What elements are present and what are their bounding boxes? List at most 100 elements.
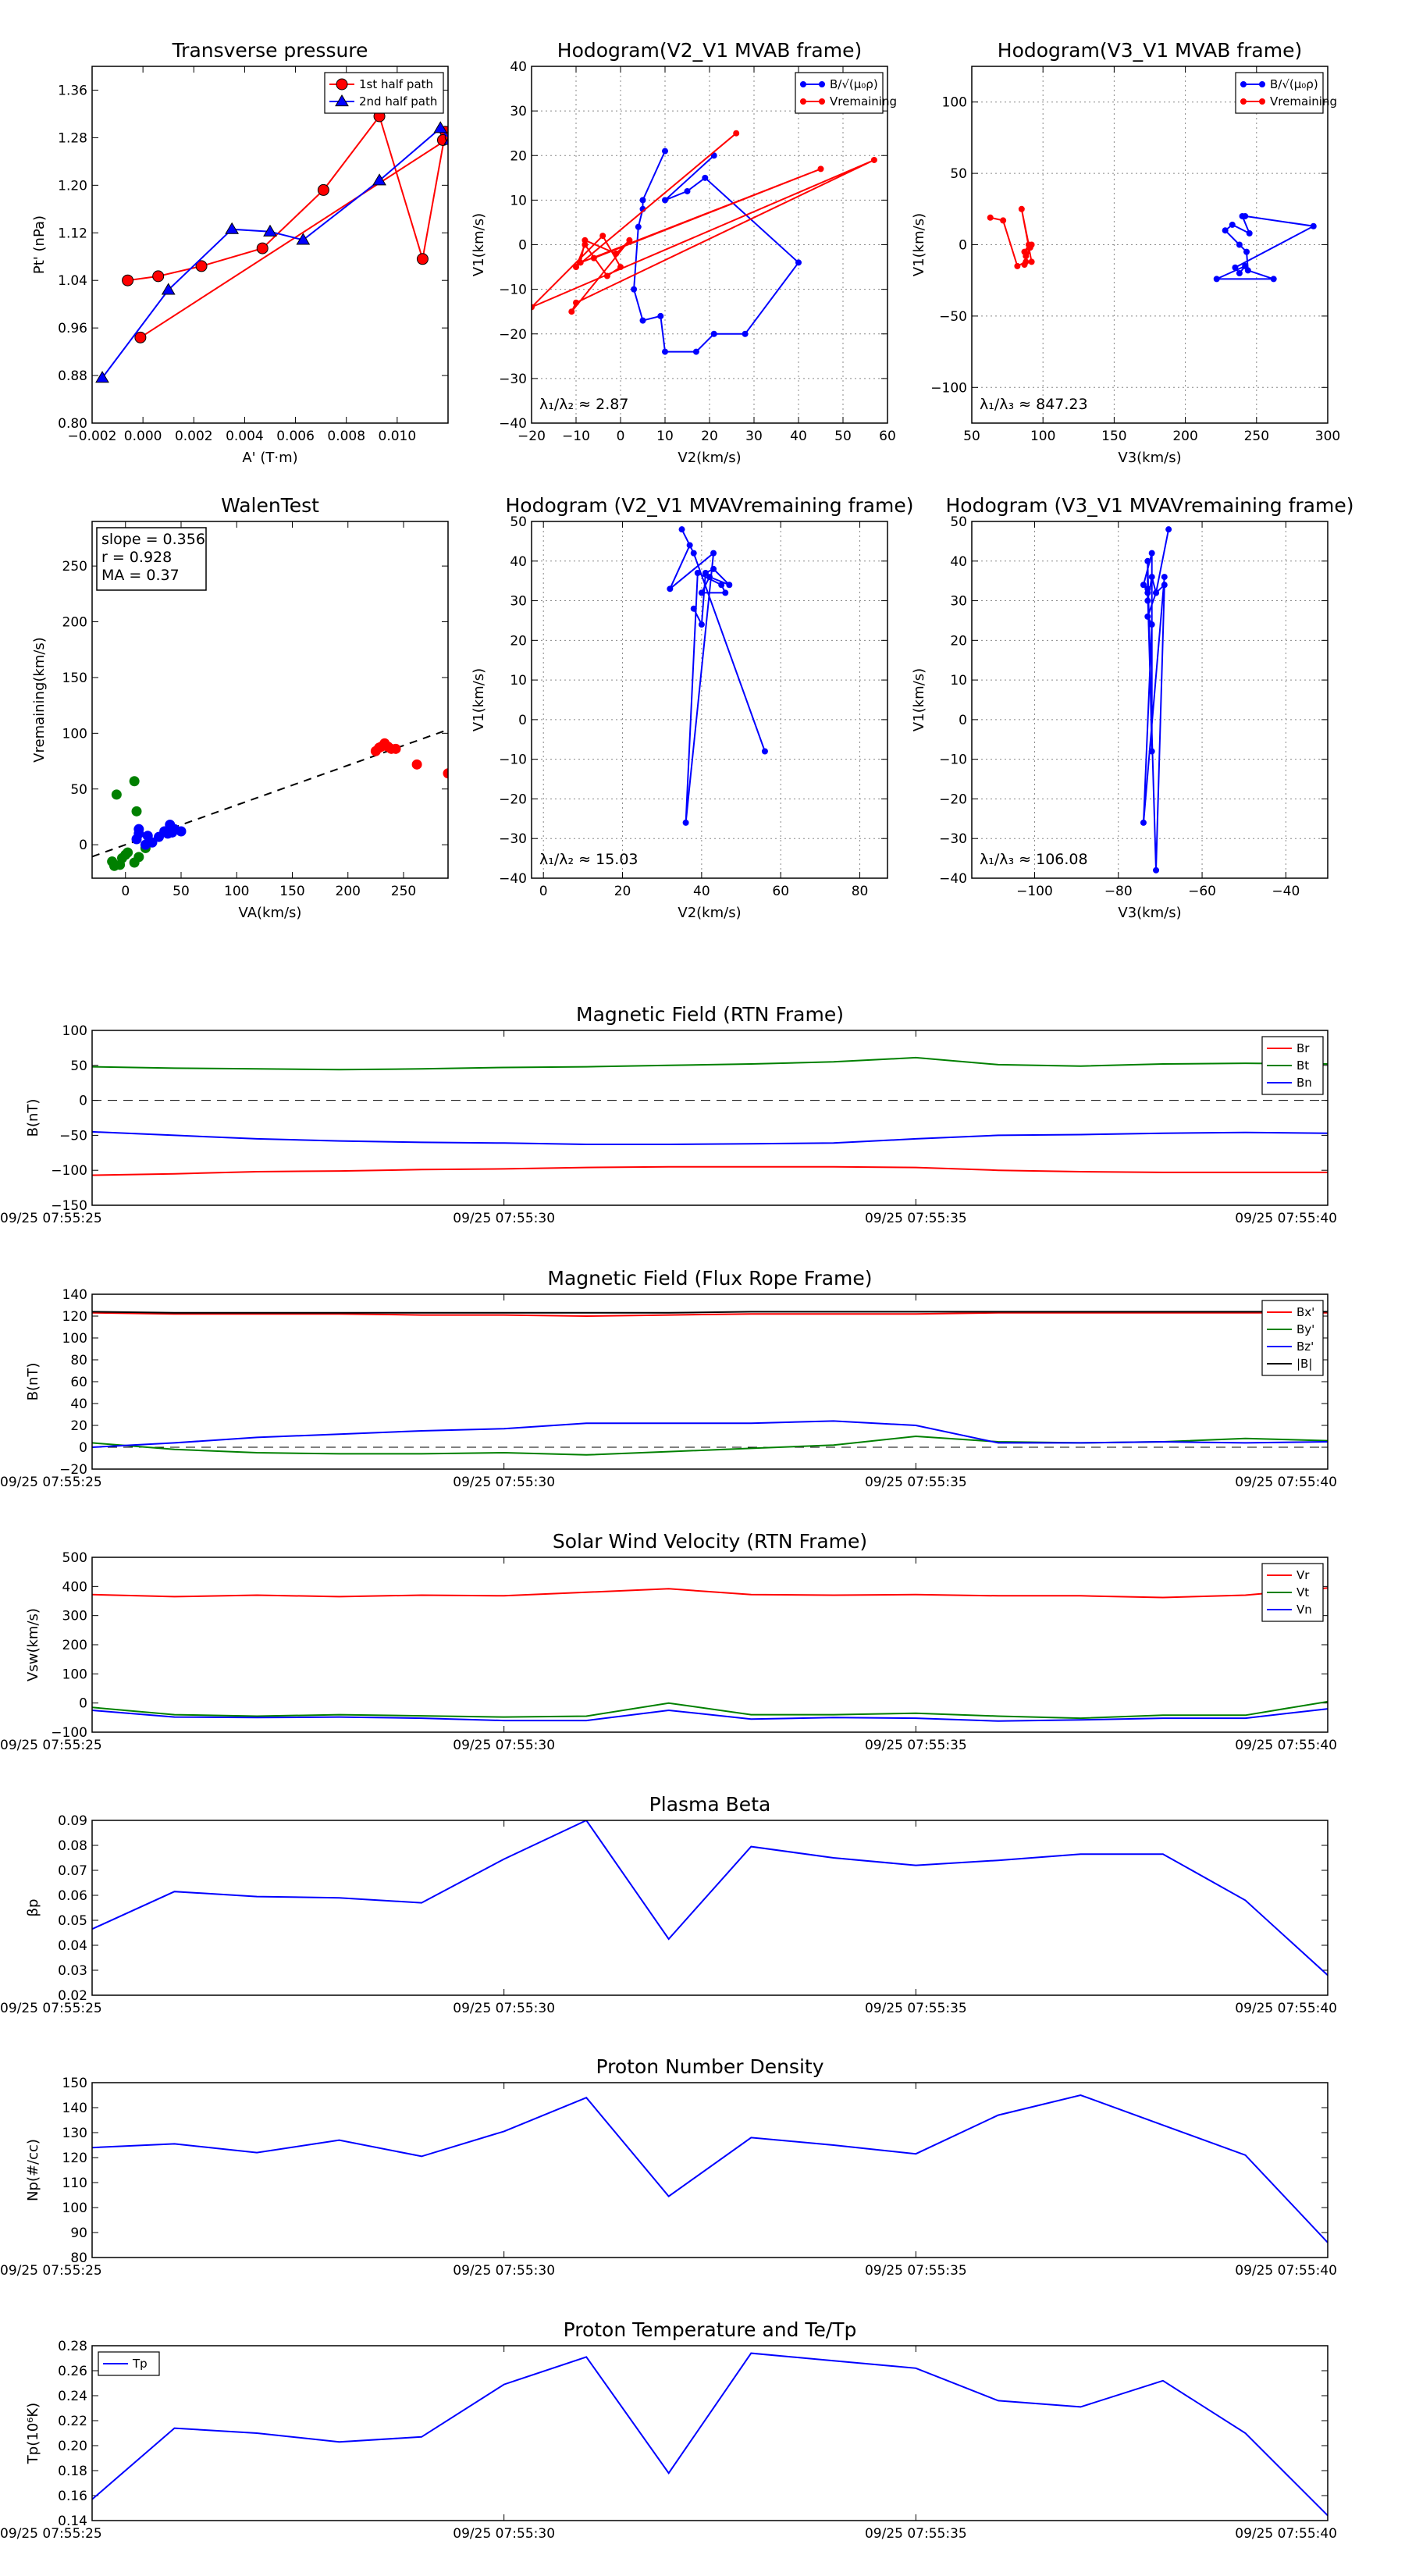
plot-area <box>1140 526 1172 873</box>
x-tick-label: 09/25 07:55:30 <box>453 1475 555 1490</box>
eigenvalue-ratio: λ₁/λ₃ ≈ 847.23 <box>980 396 1088 413</box>
y-tick-label: 0.09 <box>58 1813 87 1829</box>
y-tick-label: 40 <box>510 554 527 570</box>
y-tick-label: 0 <box>959 713 967 728</box>
data-point <box>1014 262 1021 269</box>
x-tick-label: 250 <box>391 884 416 899</box>
y-tick-label: 0 <box>518 713 527 728</box>
data-point <box>317 183 329 196</box>
data-point <box>726 582 733 589</box>
x-tick-label: 40 <box>693 884 710 899</box>
series-1st-half-path <box>127 114 448 339</box>
data-point <box>710 330 717 337</box>
data-point <box>603 272 610 279</box>
y-tick-label: 50 <box>510 514 527 530</box>
data-point <box>1153 866 1160 873</box>
y-tick-label: 1.28 <box>58 130 87 146</box>
y-tick-label: 20 <box>950 633 967 649</box>
x-tick-label: −0.002 <box>68 429 117 444</box>
x-tick-label: 0 <box>617 429 625 444</box>
x-tick-label: 200 <box>1172 429 1197 444</box>
x-tick-label: 300 <box>1315 429 1340 444</box>
y-tick-label: 30 <box>510 594 527 610</box>
y-tick-label: 100 <box>62 726 87 742</box>
data-point <box>433 121 448 133</box>
x-tick-label: 09/25 07:55:40 <box>1235 1738 1337 1753</box>
legend-label: Bz' <box>1297 1340 1314 1354</box>
data-point <box>1310 222 1317 229</box>
data-point <box>626 237 633 244</box>
chart-title: Proton Temperature and Te/Tp <box>564 2318 857 2341</box>
y-tick-label: 100 <box>62 2201 87 2216</box>
data-point <box>1028 258 1035 265</box>
y-axis-label: Np(#/cc) <box>25 2139 41 2201</box>
x-tick-label: −80 <box>1104 884 1133 899</box>
data-point <box>1028 241 1035 248</box>
axes-frame <box>91 66 449 424</box>
data-point <box>761 748 768 755</box>
data-point <box>573 264 579 271</box>
y-tick-label: 30 <box>510 104 527 119</box>
y-tick-label: 100 <box>62 1023 87 1039</box>
x-tick-label: 09/25 07:55:30 <box>453 1211 555 1226</box>
x-tick-label: 0 <box>539 884 548 899</box>
y-tick-label: −30 <box>499 831 527 847</box>
chart-title: Magnetic Field (Flux Rope Frame) <box>547 1267 872 1290</box>
stats-line: MA = 0.37 <box>101 567 180 584</box>
chart-hodogram_v2v1_mvav: Hodogram (V2_V1 MVAVremaining frame) 0 20 4… <box>471 494 914 921</box>
x-tick-label: −10 <box>562 429 590 444</box>
y-tick-label: 1.20 <box>58 178 87 194</box>
data-point <box>710 550 717 557</box>
y-axis-label: V1(km/s) <box>471 213 487 276</box>
x-axis-label: V3(km/s) <box>1118 450 1181 466</box>
legend-label: B/√(μ₀ρ) <box>830 77 878 91</box>
legend: Br Bt Bn <box>1261 1036 1324 1095</box>
chart-magnetic_field_flux_rope: Magnetic Field (Flux Rope Frame) 09/25 07… <box>0 1267 1337 1490</box>
chart-title: Hodogram (V2_V1 MVAVremaining frame) <box>506 494 914 517</box>
y-tick-label: 20 <box>510 148 527 164</box>
data-point <box>1232 264 1239 271</box>
axes-frame <box>91 2082 1329 2258</box>
y-tick-label: 0.88 <box>58 368 87 384</box>
stats-box <box>96 527 207 591</box>
x-tick-label: 0.000 <box>124 429 162 444</box>
plot-area <box>92 2352 1328 2517</box>
y-tick-label: 120 <box>62 1309 87 1325</box>
data-point <box>95 371 109 383</box>
y-tick-label: 0.07 <box>58 1863 87 1879</box>
x-tick-label: 0.002 <box>175 429 213 444</box>
y-tick-label: 50 <box>70 1059 87 1074</box>
data-point <box>296 233 311 245</box>
axes-frame <box>91 1030 1329 1206</box>
chart-magnetic_field_rtn: Magnetic Field (RTN Frame) 09/25 07:55:25… <box>0 1003 1337 1226</box>
y-tick-label: 50 <box>950 166 967 182</box>
data-point <box>742 330 749 337</box>
data-point <box>140 839 151 850</box>
y-tick-label: 40 <box>70 1397 87 1412</box>
y-tick-label: 0.96 <box>58 321 87 336</box>
y-tick-label: −10 <box>499 753 527 768</box>
x-tick-label: 0.006 <box>276 429 315 444</box>
data-point <box>795 259 802 266</box>
y-tick-label: 30 <box>950 594 967 610</box>
data-point <box>590 254 597 262</box>
x-tick-label: 50 <box>173 884 190 899</box>
legend-label: Bx' <box>1297 1305 1314 1319</box>
plot-area <box>92 1587 1328 1722</box>
y-tick-label: 0 <box>79 1696 87 1712</box>
y-tick-label: 140 <box>62 1287 87 1303</box>
axes-frame <box>971 521 1329 879</box>
y-tick-label: −100 <box>51 1163 87 1179</box>
data-point <box>1018 205 1025 212</box>
chart-title: Transverse pressure <box>172 39 368 62</box>
chart-title: Hodogram(V2_V1 MVAB frame) <box>557 39 862 62</box>
data-point <box>568 308 575 315</box>
y-tick-label: −40 <box>499 871 527 887</box>
x-tick-label: 09/25 07:55:35 <box>865 1211 967 1226</box>
y-tick-label: 500 <box>62 1550 87 1566</box>
legend: Tp <box>98 2351 160 2376</box>
x-tick-label: 09/25 07:55:35 <box>865 2263 967 2279</box>
data-point <box>176 826 187 837</box>
y-axis-label: Pt' (nPa) <box>31 215 48 274</box>
x-tick-label: 20 <box>701 429 718 444</box>
